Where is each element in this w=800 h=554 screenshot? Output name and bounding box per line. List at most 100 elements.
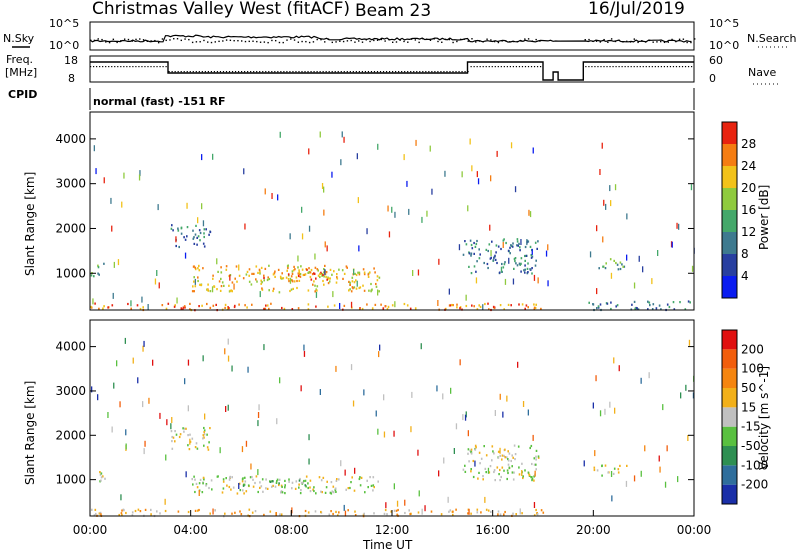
scatter-cell <box>525 304 528 307</box>
scatter-cell <box>474 245 477 248</box>
nsearch-point <box>414 39 417 41</box>
range-tick-label: 2000 <box>55 428 86 442</box>
nsearch-point <box>252 40 254 42</box>
scatter-cell <box>330 510 332 513</box>
scatter-cell <box>251 511 254 514</box>
scatter-cell <box>673 308 676 311</box>
scatter-cell <box>288 280 290 283</box>
nave-point <box>319 71 321 73</box>
scatter-cell <box>332 485 335 488</box>
scatter-cell <box>189 438 191 445</box>
scatter-cell <box>527 240 530 243</box>
nave-point <box>521 66 524 68</box>
scatter-cell <box>342 277 344 280</box>
scatter-cell <box>507 249 510 252</box>
scatter-cell <box>414 307 417 310</box>
scatter-cell <box>194 509 197 512</box>
nave-point <box>385 71 388 73</box>
range-tick-label: 3000 <box>55 177 86 191</box>
nsearch-point <box>667 41 669 43</box>
scatter-cell <box>244 304 246 307</box>
scatter-cell <box>280 484 283 487</box>
scatter-cell <box>354 467 356 474</box>
scatter-cell <box>233 283 235 290</box>
nsearch-point <box>395 41 398 43</box>
scatter-cell <box>234 511 236 514</box>
nave-label: Nave <box>748 66 776 79</box>
scatter-cell <box>322 476 325 479</box>
scatter-cell <box>372 489 374 492</box>
scatter-cell <box>287 278 290 281</box>
scatter-cell <box>239 489 242 492</box>
scatter-cell <box>383 512 386 515</box>
scatter-cell <box>298 271 301 274</box>
scatter-cell <box>171 440 173 443</box>
scatter-cell <box>144 508 147 511</box>
scatter-cell <box>259 272 261 275</box>
scatter-cell <box>468 252 471 255</box>
scatter-cell <box>448 288 450 295</box>
scatter-cell <box>467 452 469 455</box>
scatter-cell <box>403 302 406 306</box>
scatter-cell <box>309 486 311 489</box>
scatter-cell <box>444 170 446 177</box>
scatter-cell <box>193 242 196 245</box>
scatter-cell <box>311 273 314 276</box>
scatter-cell <box>125 511 127 515</box>
range-tick-label: 3000 <box>55 384 86 398</box>
scatter-cell <box>617 468 620 471</box>
scatter-cell <box>495 244 498 247</box>
nave-point <box>256 71 258 73</box>
scatter-cell <box>258 268 261 271</box>
nsearch-point <box>433 38 435 40</box>
nave-point <box>503 66 505 68</box>
scatter-cell <box>336 478 338 481</box>
nsearch-point <box>493 40 496 43</box>
scatter-cell <box>545 250 548 257</box>
scatter-cell <box>200 284 202 287</box>
nave-point <box>497 66 499 68</box>
scatter-cell <box>192 483 194 486</box>
scatter-cell <box>451 303 453 307</box>
scatter-cell <box>527 306 529 309</box>
scatter-cell <box>384 508 387 512</box>
scatter-cell <box>225 477 227 480</box>
colorbar-tick-label: -100 <box>741 458 768 472</box>
scatter-cell <box>491 445 494 448</box>
scatter-cell <box>185 427 187 430</box>
scatter-cell <box>592 402 594 409</box>
scatter-cell <box>316 268 319 271</box>
scatter-cell <box>123 509 125 512</box>
scatter-cell <box>418 490 420 497</box>
scatter-cell <box>93 275 95 278</box>
nave-point <box>183 71 185 73</box>
scatter-cell <box>488 243 491 246</box>
nsearch-point <box>410 38 413 40</box>
scatter-cell <box>603 199 605 206</box>
scatter-cell <box>225 268 228 271</box>
scatter-cell <box>531 255 534 258</box>
range-tick-label: 2000 <box>55 221 86 235</box>
nave-point <box>117 66 119 68</box>
scatter-cell <box>287 273 290 276</box>
scatter-cell <box>356 280 358 287</box>
nave-point <box>440 71 442 73</box>
scatter-cell <box>528 474 531 477</box>
scatter-cell <box>203 235 205 239</box>
scatter-cell <box>533 463 536 466</box>
scatter-cell <box>257 271 259 274</box>
scatter-cell <box>178 245 180 249</box>
scatter-cell <box>307 289 310 292</box>
scatter-cell <box>308 225 311 232</box>
scatter-cell <box>121 201 123 208</box>
scatter-cell <box>666 303 669 306</box>
nsearch-point <box>229 39 232 42</box>
scatter-cell <box>531 272 533 275</box>
nave-point <box>512 66 514 68</box>
scatter-cell <box>102 475 104 478</box>
scatter-cell <box>371 288 373 291</box>
scatter-cell <box>235 265 238 268</box>
nsearch-point <box>233 39 235 42</box>
scatter-cell <box>465 243 468 246</box>
